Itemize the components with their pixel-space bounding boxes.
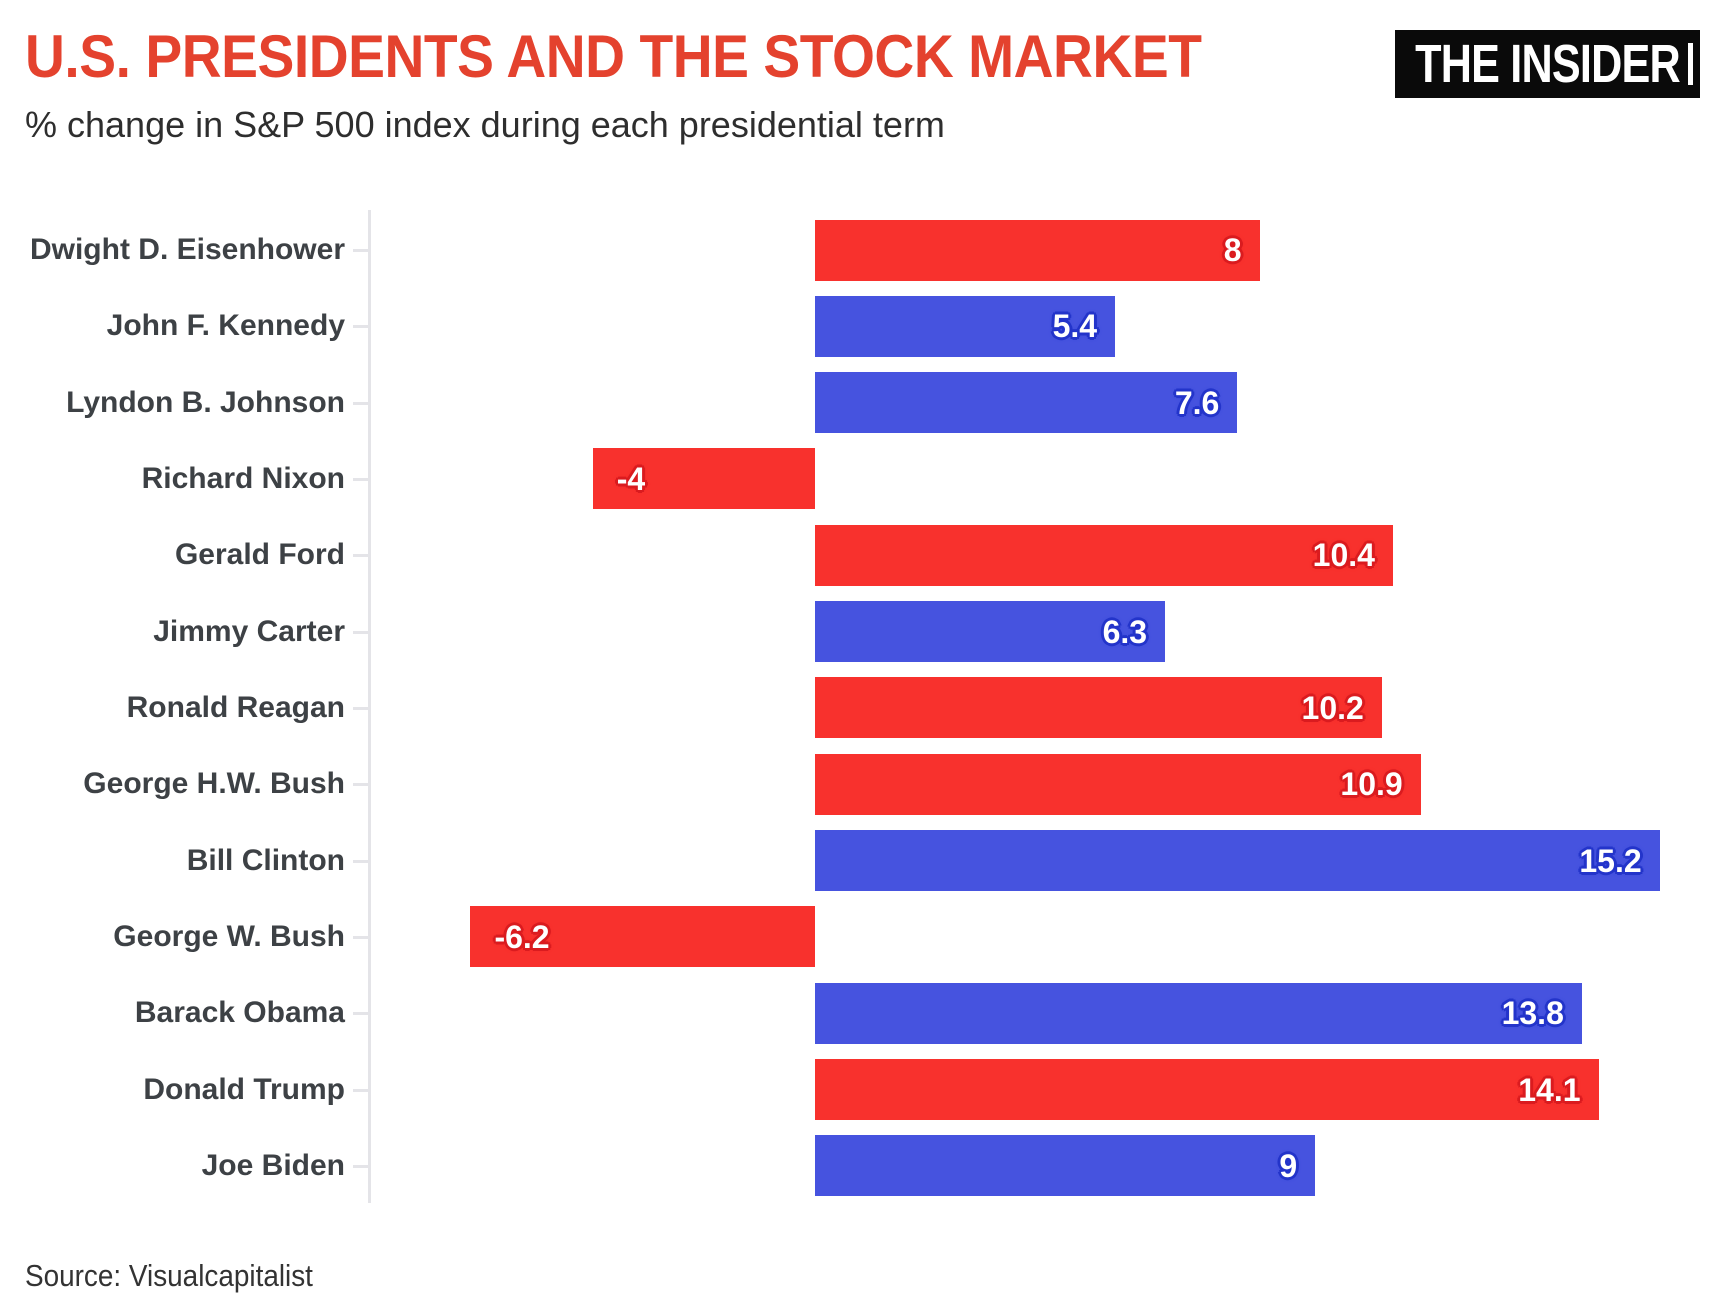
bar-value-label: 15.2 xyxy=(1579,842,1642,879)
axis-tick xyxy=(353,1088,368,1092)
category-label: George H.W. Bush xyxy=(83,767,345,801)
axis-tick xyxy=(353,1164,368,1168)
axis-tick xyxy=(353,1012,368,1016)
bar-value-label: 6.3 xyxy=(1102,613,1148,650)
page-title: U.S. PRESIDENTS AND THE STOCK MARKET xyxy=(25,23,1202,90)
bar-value-label: 8 xyxy=(1223,232,1242,268)
category-label: Donald Trump xyxy=(143,1072,345,1106)
axis-tick xyxy=(353,935,368,939)
logo-text: THE INSIDER xyxy=(1415,34,1681,94)
bar: 10.9 xyxy=(815,753,1421,815)
category-label: Dwight D. Eisenhower xyxy=(29,233,345,266)
category-label: Joe Biden xyxy=(201,1148,345,1182)
chart-subtitle: % change in S&P 500 index during each pr… xyxy=(25,104,945,145)
bar: 15.2 xyxy=(815,830,1660,892)
bar-value-label: 14.1 xyxy=(1518,1071,1581,1108)
bar-value-label: 13.8 xyxy=(1501,995,1564,1032)
axis-tick xyxy=(353,249,368,252)
category-label: Lyndon B. Johnson xyxy=(66,385,345,419)
axis-tick xyxy=(353,325,368,329)
axis-tick xyxy=(353,859,368,863)
category-label: Barack Obama xyxy=(134,996,345,1030)
bar: 13.8 xyxy=(815,982,1582,1044)
bar-value-label: 10.9 xyxy=(1340,766,1403,803)
bar: 9 xyxy=(815,1135,1316,1197)
bar-value-label: -6.2 xyxy=(494,918,550,955)
axis-tick xyxy=(353,630,368,634)
axis-tick xyxy=(353,706,368,710)
bar: -4 xyxy=(592,448,815,510)
category-label: Ronald Reagan xyxy=(126,690,345,724)
source-credit: Source: Visualcapitalist xyxy=(25,1258,313,1293)
bar: 8 xyxy=(815,219,1260,281)
axis-tick xyxy=(353,477,368,481)
the-insider-logo: THE INSIDER xyxy=(1395,30,1700,98)
bar-value-label: 10.2 xyxy=(1301,689,1364,726)
axis-tick xyxy=(353,783,368,787)
bar-value-label: 9 xyxy=(1279,1147,1298,1184)
logo-cursor-bar xyxy=(1688,43,1693,85)
bar-value-label: 5.4 xyxy=(1052,308,1098,345)
bar: 7.6 xyxy=(815,372,1238,434)
bar-value-label: -4 xyxy=(616,460,646,497)
axis-tick xyxy=(353,401,368,405)
bar: 5.4 xyxy=(815,295,1116,357)
bar: 6.3 xyxy=(815,601,1166,663)
category-label: Bill Clinton xyxy=(186,843,345,877)
bar: -6.2 xyxy=(470,906,815,968)
category-label: Gerald Ford xyxy=(174,538,345,572)
bar-value-label: 10.4 xyxy=(1312,537,1375,574)
bar: 10.2 xyxy=(815,677,1382,739)
category-label: Jimmy Carter xyxy=(153,614,345,648)
bar-value-label: 7.6 xyxy=(1174,384,1220,421)
category-label: Richard Nixon xyxy=(141,461,345,495)
category-label: George W. Bush xyxy=(113,919,345,953)
category-label: John F. Kennedy xyxy=(106,309,345,343)
axis-tick xyxy=(353,554,368,558)
y-axis-line xyxy=(368,210,371,1203)
bar: 14.1 xyxy=(815,1059,1599,1121)
bar: 10.4 xyxy=(815,524,1393,586)
